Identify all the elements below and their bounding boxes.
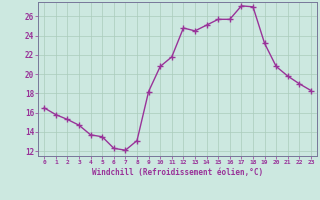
X-axis label: Windchill (Refroidissement éolien,°C): Windchill (Refroidissement éolien,°C) (92, 168, 263, 177)
